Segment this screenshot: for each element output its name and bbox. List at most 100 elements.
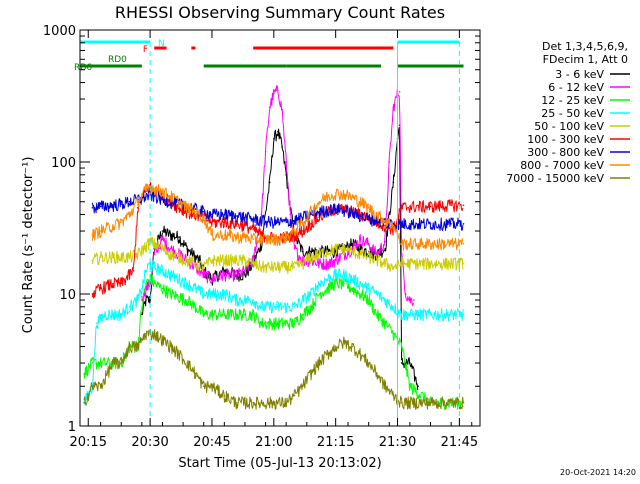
data-point-6-12-kev-32 xyxy=(367,243,370,245)
data-point-6-12-kev-20 xyxy=(281,108,283,111)
data-point-100-300-kev-3 xyxy=(120,282,122,285)
data-point-12-25-kev-7 xyxy=(141,306,143,308)
data-point-6-12-kev-17 xyxy=(268,106,271,108)
data-point-100-300-kev-40 xyxy=(429,205,432,208)
data-point-12-25-kev-32 xyxy=(343,282,345,285)
data-point-800-7000-kev-22 xyxy=(277,238,279,240)
data-point-12-25-kev-18 xyxy=(223,313,226,316)
data-point-50-100-kev-27 xyxy=(318,253,321,256)
axes-group: 20:15 20:30 20:45 21:00 21:15 21:30 21:45 1 10 10… xyxy=(43,24,481,450)
data-point-25-50-kev-43 xyxy=(450,313,452,316)
data-point-7000-15000-kev-11 xyxy=(169,345,172,348)
legend-label-3-6-kev: 3 - 6 keV xyxy=(555,68,604,81)
x-tick-label-0: 20:15 xyxy=(70,435,107,450)
data-point-800-7000-kev-0 xyxy=(91,234,94,236)
data-point-800-7000-kev-23 xyxy=(285,236,288,238)
data-point-25-50-kev-14 xyxy=(178,278,180,280)
data-point-800-7000-kev-4 xyxy=(128,213,131,216)
data-point-50-100-kev-22 xyxy=(277,266,279,268)
data-point-25-50-kev-42 xyxy=(429,313,432,316)
data-point-7000-15000-kev-30 xyxy=(334,345,337,348)
data-point-800-7000-kev-15 xyxy=(211,234,213,236)
data-point-300-800-kev-34 xyxy=(376,219,378,222)
data-point-25-50-kev-38 xyxy=(384,299,387,301)
data-point-12-25-kev-36 xyxy=(376,313,378,316)
data-point-6-12-kev-3 xyxy=(153,253,155,256)
data-point-7000-15000-kev-36 xyxy=(384,385,387,388)
legend-label-12-25-kev: 12 - 25 keV xyxy=(541,94,604,107)
data-point-3-6-kev-9 xyxy=(198,259,201,262)
data-point-12-25-kev-2 xyxy=(99,362,102,364)
data-point-50-100-kev-33 xyxy=(367,256,370,259)
data-point-100-300-kev-1 xyxy=(99,287,102,290)
data-point-100-300-kev-27 xyxy=(310,223,312,225)
data-point-6-12-kev-21 xyxy=(285,161,288,163)
y-tick-label-1: 10 xyxy=(59,288,76,303)
data-point-50-100-kev-26 xyxy=(310,256,312,259)
data-point-25-50-kev-16 xyxy=(194,287,197,290)
data-point-7000-15000-kev-39 xyxy=(409,402,411,404)
legend-header-line-1: Det 1,3,4,5,6,9, xyxy=(542,40,628,53)
data-point-6-12-kev-12 xyxy=(235,273,238,276)
data-point-3-6-kev-34 xyxy=(384,248,387,250)
legend-label-300-800-kev: 300 - 800 keV xyxy=(527,146,604,159)
data-point-25-50-kev-24 xyxy=(268,306,271,308)
y-tick-label-2: 100 xyxy=(51,156,76,171)
data-point-3-6-kev-35 xyxy=(392,181,395,184)
data-point-50-100-kev-36 xyxy=(392,266,395,268)
data-point-100-300-kev-18 xyxy=(235,223,238,225)
x-tick-label-4: 21:15 xyxy=(317,435,354,450)
data-point-25-50-kev-23 xyxy=(260,306,263,308)
data-point-25-50-kev-17 xyxy=(202,293,205,295)
data-point-6-12-kev-4 xyxy=(161,238,164,240)
data-point-800-7000-kev-8 xyxy=(153,187,155,190)
data-point-12-25-kev-29 xyxy=(318,293,321,295)
data-point-800-7000-kev-10 xyxy=(169,195,172,198)
data-point-7000-15000-kev-37 xyxy=(392,394,395,397)
data-point-7000-15000-kev-34 xyxy=(367,362,370,364)
data-point-12-25-kev-17 xyxy=(211,313,213,316)
data-point-800-7000-kev-25 xyxy=(301,221,304,223)
data-point-300-800-kev-13 xyxy=(194,208,197,210)
data-point-3-6-kev-38 xyxy=(400,362,403,364)
data-point-7000-15000-kev-5 xyxy=(128,345,131,348)
data-point-7000-15000-kev-22 xyxy=(268,402,271,404)
data-point-300-800-kev-31 xyxy=(351,212,354,214)
data-point-100-300-kev-2 xyxy=(112,282,114,285)
data-point-7000-15000-kev-16 xyxy=(211,385,213,388)
data-point-300-800-kev-1 xyxy=(99,205,102,208)
data-point-6-12-kev-15 xyxy=(260,213,263,216)
data-point-6-12-kev-11 xyxy=(223,273,226,276)
data-point-800-7000-kev-2 xyxy=(112,224,114,227)
data-point-25-50-kev-33 xyxy=(343,273,345,276)
data-point-800-7000-kev-14 xyxy=(202,216,205,219)
data-point-3-6-kev-18 xyxy=(273,138,275,140)
data-point-25-50-kev-15 xyxy=(186,282,188,285)
plot-frame xyxy=(79,29,481,427)
data-point-100-300-kev-26 xyxy=(301,230,304,232)
data-point-7000-15000-kev-27 xyxy=(310,372,312,375)
data-point-300-800-kev-17 xyxy=(235,215,238,217)
footer-timestamp: 20-Oct-2021 14:20 xyxy=(560,468,636,477)
data-point-300-800-kev-28 xyxy=(326,209,329,212)
data-point-25-50-kev-39 xyxy=(392,306,395,308)
legend-header-line-2: FDecim 1, Att 0 xyxy=(543,53,628,66)
data-point-800-7000-kev-38 xyxy=(409,243,411,245)
data-point-300-800-kev-22 xyxy=(277,221,279,223)
data-point-800-7000-kev-6 xyxy=(145,188,147,191)
data-point-50-100-kev-29 xyxy=(334,248,337,250)
data-point-50-100-kev-40 xyxy=(450,262,452,265)
data-point-12-25-kev-22 xyxy=(260,322,263,325)
data-point-6-12-kev-34 xyxy=(384,240,387,243)
data-point-25-50-kev-10 xyxy=(149,262,151,265)
data-point-7000-15000-kev-21 xyxy=(260,402,263,404)
data-point-25-50-kev-44 xyxy=(462,313,465,316)
data-point-3-6-kev-31 xyxy=(359,248,362,250)
legend: Det 1,3,4,5,6,9, FDecim 1, Att 0 3 - 6 k… xyxy=(506,40,630,185)
data-point-12-25-kev-34 xyxy=(359,293,362,295)
data-point-12-25-kev-16 xyxy=(202,313,205,316)
data-point-50-100-kev-41 xyxy=(462,262,465,265)
data-point-300-800-kev-41 xyxy=(462,223,465,225)
data-point-50-100-kev-37 xyxy=(400,262,403,265)
